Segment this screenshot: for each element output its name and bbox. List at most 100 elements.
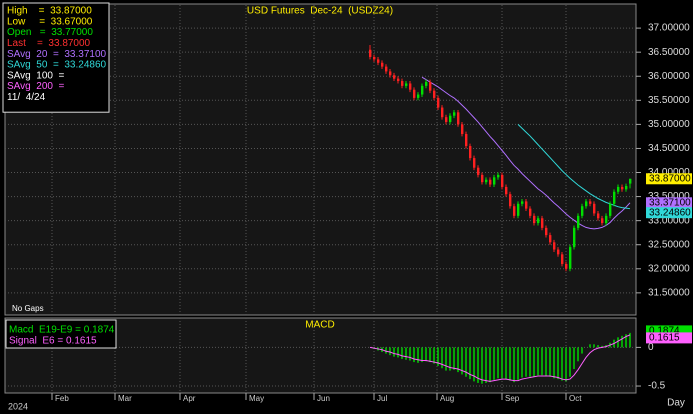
y-tick-label: 31.50000 [648,287,690,298]
signal-line [369,334,631,382]
macd-title: MACD [305,320,334,331]
y-tick-label: 32.50000 [648,239,690,250]
candle-body [457,112,460,125]
price-tag [646,197,692,209]
candle-body [545,227,548,236]
y-tick-label: 0 [648,342,654,353]
candle-body [505,186,508,195]
info-line: 11/ 4/24 [7,92,46,103]
info-line: Open = 33.77000 [7,27,93,38]
x-tick-label: Oct [569,394,582,403]
y-tick-label: -0.5 [648,381,666,392]
candle-body [397,78,400,82]
candle-body [453,112,456,116]
candle-body [585,201,588,207]
candle-body [501,174,504,187]
info-line: Last = 33.87000 [7,38,91,49]
candle-body [461,124,464,135]
info-line: High = 33.87000 [7,6,92,17]
y-tick-label: 36.50000 [648,47,690,58]
legend-box [5,319,117,349]
y-tick-label: 36.00000 [648,71,690,82]
candle-body [437,97,440,108]
info-line: Low = 33.67000 [7,16,93,27]
candle-body [389,71,392,76]
legend-entry: Macd E19-E9 = 0.1874 [9,325,115,336]
candle-body [485,179,488,183]
candle-body [497,174,500,178]
annotation: No Gaps [12,304,44,313]
price-panel [4,3,637,316]
candle-body [465,134,468,147]
candle-body [525,201,528,209]
candle-body [377,59,380,63]
y-tick-label: 35.00000 [648,119,690,130]
candle-body [573,227,576,248]
info-line: SAvg 50 = 33.24860 [7,60,107,71]
candle-body [605,215,608,224]
x-tick-label: Jul [377,394,387,403]
candle-body [449,115,452,122]
y-tick-label: 33.50000 [648,191,690,202]
y-tick-label: 32.00000 [648,263,690,274]
candle-body [429,82,432,91]
candle-body [597,213,600,219]
candle-body [617,186,620,192]
info-box [2,2,110,113]
candle-body [537,218,540,224]
moving-average-line [421,76,631,230]
candle-body [369,49,372,57]
y-tick-label: 33.00000 [648,215,690,226]
year-label: 2024 [8,401,28,411]
y-tick-label: 37.00000 [648,23,690,34]
candle-body [581,206,584,216]
price-tag [646,207,692,219]
candle-body [409,83,412,90]
price-tag [646,332,692,344]
candle-body [401,81,404,86]
price-tag-label: 0.1615 [649,333,680,344]
chart-title: USD Futures Dec-24 (USDZ24) [247,6,393,17]
x-tick-label: Aug [440,394,454,403]
candle-body [553,242,556,250]
candle-body [445,117,448,122]
price-tag [646,325,692,337]
y-tick-label: 34.00000 [648,167,690,178]
candle-body [425,82,428,86]
candle-body [549,235,552,243]
candle-body [481,174,484,183]
candle-body [533,215,536,224]
x-tick-label: Feb [55,394,69,403]
candle-body [433,90,436,98]
candle-body [513,206,516,216]
candle-body [609,203,612,216]
candle-body [381,62,384,67]
candle-body [385,66,388,72]
candle-body [565,263,568,269]
candle-body [477,167,480,175]
candle-body [405,83,408,86]
candle-body [373,56,376,60]
x-unit: Day [667,398,685,409]
candle-body [473,158,476,168]
candle-body [629,178,632,184]
price-tag-label: 33.24860 [649,207,691,218]
candle-body [489,179,492,185]
candle-body [469,146,472,159]
price-tag-label: 0.1874 [649,326,680,337]
x-tick-label: Mar [118,394,132,403]
candle-body [577,215,580,228]
candle-body [529,208,532,216]
candle-body [589,201,592,204]
candle-body [569,247,572,269]
price-tag [646,173,692,185]
candle-body [593,203,596,214]
candle-body [417,94,420,98]
candle-body [509,194,512,207]
candle-body [601,218,604,224]
candle-body [493,177,496,185]
price-tag-label: 33.37100 [649,197,691,208]
candle-body [441,107,444,118]
candle-body [413,89,416,98]
candle-body [393,75,396,79]
